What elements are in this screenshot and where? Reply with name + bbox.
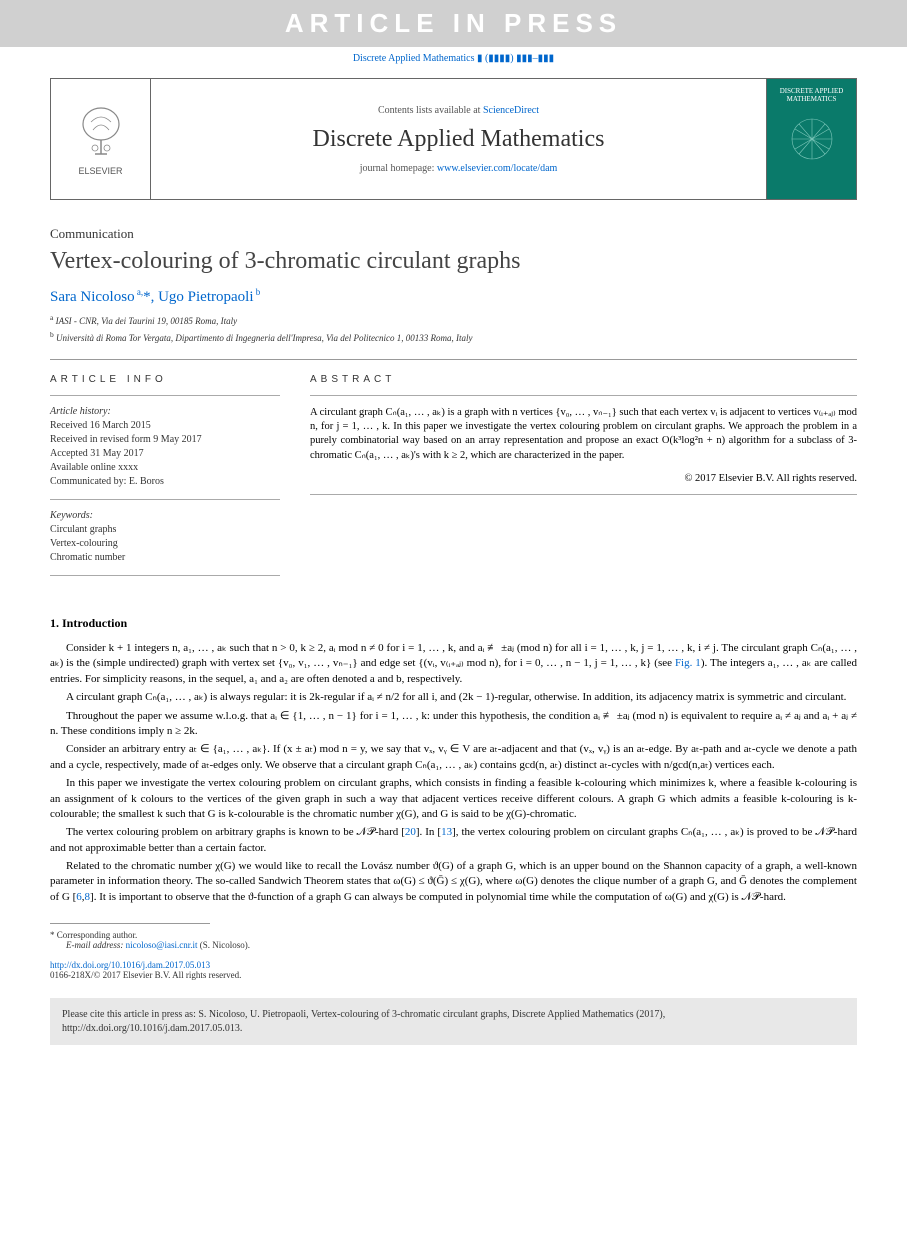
- abstract-rule: [310, 494, 857, 495]
- article-info: ARTICLE INFO Article history: Received 1…: [50, 374, 280, 586]
- accepted-date: Accepted 31 May 2017: [50, 447, 280, 461]
- contents-available-line: Contents lists available at ScienceDirec…: [378, 105, 539, 116]
- cover-title: DISCRETE APPLIED MATHEMATICS: [771, 87, 852, 104]
- online-date: Available online xxxx: [50, 461, 280, 475]
- homepage-prefix: journal homepage:: [360, 163, 437, 174]
- communicated-by: Communicated by: E. Boros: [50, 475, 280, 489]
- keyword: Circulant graphs: [50, 523, 280, 537]
- keywords-label: Keywords:: [50, 510, 280, 521]
- received-date: Received 16 March 2015: [50, 419, 280, 433]
- email-line: E-mail address: nicoloso@iasi.cnr.it (S.…: [50, 940, 857, 950]
- paragraph: In this paper we investigate the vertex …: [50, 776, 857, 822]
- keyword: Chromatic number: [50, 551, 280, 565]
- doi-block: http://dx.doi.org/10.1016/j.dam.2017.05.…: [0, 950, 907, 980]
- article-info-head: ARTICLE INFO: [50, 374, 280, 385]
- journal-header: ELSEVIER Contents lists available at Sci…: [50, 78, 857, 200]
- abstract-rule: [310, 395, 857, 396]
- affiliation-b: b Università di Roma Tor Vergata, Dipart…: [50, 329, 857, 346]
- info-rule: [50, 575, 280, 576]
- homepage-link[interactable]: www.elsevier.com/locate/dam: [437, 163, 557, 174]
- sciencedirect-link[interactable]: ScienceDirect: [483, 105, 539, 116]
- elsevier-logo: ELSEVIER: [51, 79, 151, 199]
- doi-link[interactable]: http://dx.doi.org/10.1016/j.dam.2017.05.…: [50, 960, 210, 970]
- rule: [50, 359, 857, 360]
- journal-name: Discrete Applied Mathematics: [313, 126, 605, 153]
- elsevier-label: ELSEVIER: [78, 166, 122, 176]
- article-content: Communication Vertex-colouring of 3-chro…: [0, 226, 907, 905]
- email-label: E-mail address:: [66, 940, 126, 950]
- article-title: Vertex-colouring of 3-chromatic circulan…: [50, 248, 857, 275]
- elsevier-tree-icon: [71, 102, 131, 162]
- abstract-text: A circulant graph Cₙ(a₁, … , aₖ) is a gr…: [310, 406, 857, 463]
- paragraph: Consider an arbitrary entry aₜ ∈ {a₁, … …: [50, 742, 857, 773]
- authors: Sara Nicoloso a,*, Ugo Pietropaoli b: [50, 287, 857, 306]
- history-label: Article history:: [50, 406, 280, 417]
- article-in-press-banner: ARTICLE IN PRESS: [0, 0, 907, 47]
- page: ARTICLE IN PRESS Discrete Applied Mathem…: [0, 0, 907, 1238]
- header-center: Contents lists available at ScienceDirec…: [151, 79, 766, 199]
- paragraph: The vertex colouring problem on arbitrar…: [50, 825, 857, 856]
- corresponding-author-note: * Corresponding author.: [50, 930, 857, 940]
- section-heading-intro: 1. Introduction: [50, 616, 857, 631]
- paragraph: A circulant graph Cₙ(a₁, … , aₖ) is alwa…: [50, 690, 857, 705]
- homepage-line: journal homepage: www.elsevier.com/locat…: [360, 163, 558, 174]
- author-email-link[interactable]: nicoloso@iasi.cnr.it: [126, 940, 198, 950]
- paragraph: Consider k + 1 integers n, a₁, … , aₖ su…: [50, 641, 857, 687]
- citation-box: Please cite this article in press as: S.…: [50, 998, 857, 1045]
- keyword: Vertex-colouring: [50, 537, 280, 551]
- copyright-line: © 2017 Elsevier B.V. All rights reserved…: [310, 473, 857, 484]
- footnote-rule: [50, 923, 210, 924]
- contents-prefix: Contents lists available at: [378, 105, 483, 116]
- affiliation-a: a a IASI - CNR, Via dei Taurini 19, 0018…: [50, 312, 857, 329]
- revised-date: Received in revised form 9 May 2017: [50, 433, 280, 447]
- paragraph: Related to the chromatic number χ(G) we …: [50, 859, 857, 905]
- abstract-head: ABSTRACT: [310, 374, 857, 385]
- email-suffix: (S. Nicoloso).: [197, 940, 250, 950]
- affiliations: a a IASI - CNR, Via dei Taurini 19, 0018…: [50, 312, 857, 345]
- info-rule: [50, 499, 280, 500]
- cover-graphic-icon: [787, 114, 837, 164]
- abstract: ABSTRACT A circulant graph Cₙ(a₁, … , aₖ…: [310, 374, 857, 586]
- running-head: Discrete Applied Mathematics ▮ (▮▮▮▮) ▮▮…: [0, 47, 907, 78]
- footnotes: * Corresponding author. E-mail address: …: [0, 930, 907, 950]
- issn-copyright: 0166-218X/© 2017 Elsevier B.V. All right…: [50, 970, 857, 980]
- info-rule: [50, 395, 280, 396]
- info-abstract-row: ARTICLE INFO Article history: Received 1…: [50, 374, 857, 586]
- journal-cover: DISCRETE APPLIED MATHEMATICS: [766, 79, 856, 199]
- paragraph: Throughout the paper we assume w.l.o.g. …: [50, 709, 857, 740]
- article-type: Communication: [50, 226, 857, 242]
